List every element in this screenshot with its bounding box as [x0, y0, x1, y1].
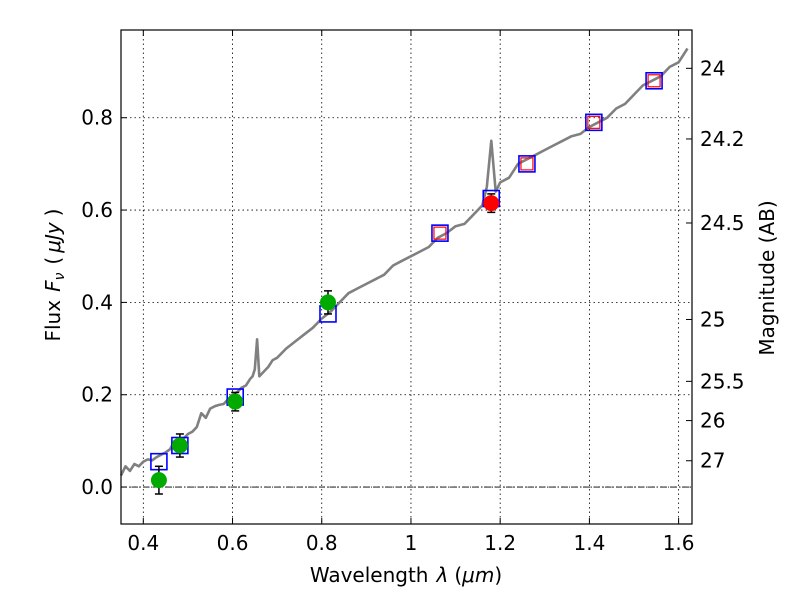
- x-tick-label: 1.2: [484, 531, 516, 555]
- magnitude-tick-label: 24: [700, 56, 725, 80]
- y-tick-label: 0.8: [81, 106, 113, 130]
- ir-photometry-square: [647, 74, 661, 88]
- plot-frame: [120, 29, 693, 525]
- model-photometry-square: [645, 71, 663, 90]
- ir-photometry-square: [587, 115, 601, 129]
- y-axis-label: FluxFν(μJy): [41, 208, 68, 341]
- x-axis-label: Wavelength λ (μm): [310, 563, 502, 587]
- optical-detection-point: [227, 393, 244, 410]
- model-photometry-square: [585, 113, 603, 132]
- x-tick-label: 1: [405, 531, 418, 555]
- ir-detection-point: [483, 195, 500, 212]
- magnitude-axis-label: Magnitude (AB): [755, 200, 779, 355]
- magnitude-tick-label: 24.2: [700, 127, 745, 151]
- x-tick-label: 0.6: [217, 531, 249, 555]
- axis-ticks: 0.4 0.6 0.8 1 1.2 1.4 1.6 0.0 0.2 0.4 0.6 0.8 24 24.2…: [81, 30, 745, 555]
- grid-lines: [121, 30, 692, 524]
- x-tick-label: 0.4: [127, 531, 159, 555]
- x-tick-label: 1.6: [663, 531, 695, 555]
- magnitude-tick-label: 26: [700, 409, 725, 433]
- x-tick-label: 0.8: [306, 531, 338, 555]
- ir-photometry-square: [520, 157, 534, 171]
- magnitude-tick-label: 24.5: [700, 211, 745, 235]
- model-photometry-square: [431, 224, 449, 242]
- y-tick-label: 0.2: [81, 383, 113, 407]
- x-tick-label: 1.4: [573, 531, 605, 555]
- model-photometry-square: [518, 155, 536, 173]
- magnitude-tick-label: 25.5: [700, 369, 745, 393]
- data-markers: [150, 71, 663, 495]
- ir-photometry-square: [433, 226, 447, 240]
- optical-detection-point: [171, 437, 188, 454]
- model-spectrum-line: [119, 47, 689, 477]
- optical-detection-point: [319, 294, 336, 311]
- optical-detection-point: [150, 472, 167, 489]
- y-tick-label: 0.6: [81, 198, 113, 222]
- magnitude-tick-label: 27: [700, 449, 725, 473]
- magnitude-tick-label: 25: [700, 307, 725, 331]
- y-tick-label: 0.0: [81, 475, 113, 499]
- y-tick-label: 0.4: [81, 290, 113, 314]
